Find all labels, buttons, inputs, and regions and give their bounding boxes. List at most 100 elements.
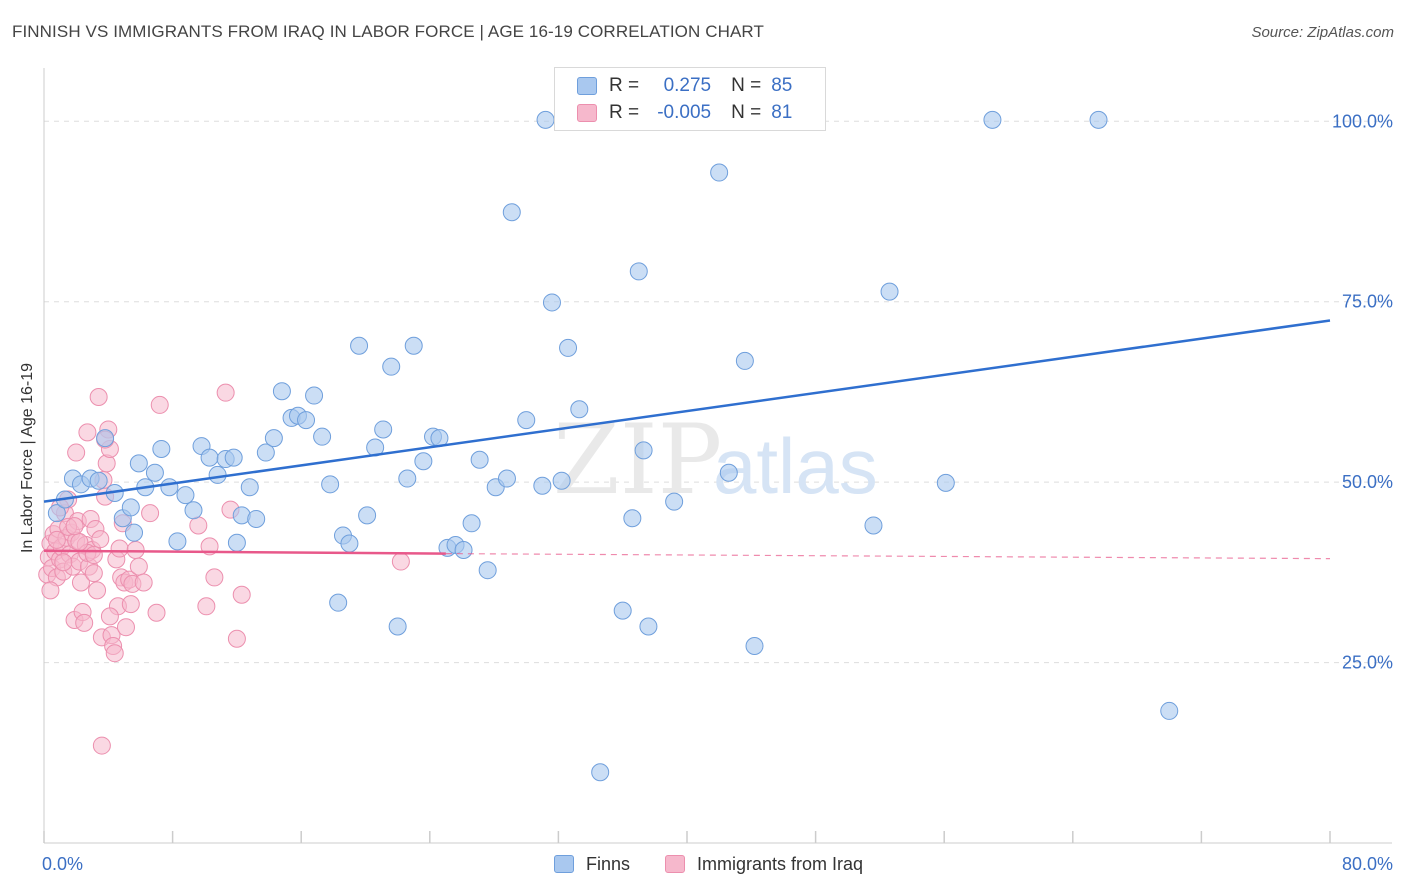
iraq-point xyxy=(141,504,160,523)
iraq-point xyxy=(105,644,124,663)
finns-point xyxy=(208,465,227,484)
finns-point xyxy=(358,506,377,525)
finns-point xyxy=(502,203,521,222)
finns-point xyxy=(517,411,536,430)
iraq-point xyxy=(71,573,90,592)
finns-point xyxy=(536,110,555,129)
x-tick-label: 80.0% xyxy=(1342,854,1393,874)
finns-point xyxy=(227,533,246,552)
finns-point xyxy=(160,478,179,497)
legend-n-label: N = xyxy=(731,75,762,96)
grid-lines xyxy=(44,120,1392,664)
finns-point xyxy=(374,420,393,439)
iraq-point xyxy=(67,443,86,462)
finns-point xyxy=(462,514,481,533)
iraq-point xyxy=(205,568,224,587)
finns-point xyxy=(240,478,259,497)
finns-point xyxy=(176,486,195,505)
bottom-legend-finns-label: Finns xyxy=(586,853,631,874)
finns-point xyxy=(184,501,203,520)
iraq-point xyxy=(126,540,145,559)
finns-point xyxy=(224,448,243,467)
iraq-point xyxy=(189,516,208,535)
finns-points xyxy=(47,110,1179,782)
finns-swatch xyxy=(554,855,574,873)
iraq-point xyxy=(197,597,216,616)
watermark-atlas: atlas xyxy=(713,422,878,510)
finns-point xyxy=(864,516,883,535)
finns-point xyxy=(200,448,219,467)
axes xyxy=(43,68,1392,844)
iraq-swatch xyxy=(577,104,597,122)
finns-point xyxy=(321,475,340,494)
iraq-point xyxy=(41,581,60,600)
chart-title: FINNISH VS IMMIGRANTS FROM IRAQ IN LABOR… xyxy=(12,22,764,41)
iraq-point xyxy=(75,613,94,632)
bottom-legend-iraq: Immigrants from Iraq xyxy=(665,852,863,876)
finns-point xyxy=(388,617,407,636)
finns-point xyxy=(623,509,642,528)
iraq-trend-line-dashed xyxy=(445,552,1331,560)
finns-point xyxy=(404,336,423,355)
iraq-point xyxy=(88,581,107,600)
finns-point xyxy=(145,463,164,482)
finns-point xyxy=(936,473,955,492)
correlation-legend: R = 0.275 N = 85 R = -0.005 N = 81 xyxy=(554,67,826,131)
finns-point xyxy=(398,469,417,488)
finns-trend-line xyxy=(43,319,1331,503)
finns-point xyxy=(983,110,1002,129)
finns-point xyxy=(639,617,658,636)
finns-point xyxy=(533,476,552,495)
finns-point xyxy=(1160,701,1179,720)
finns-point xyxy=(542,293,561,312)
finns-point xyxy=(735,351,754,370)
finns-point xyxy=(559,338,578,357)
finns-point xyxy=(454,540,473,559)
iraq-trend-line xyxy=(43,549,446,555)
y-tick-label: 50.0% xyxy=(1342,472,1393,492)
iraq-swatch xyxy=(665,855,685,873)
iraq-point xyxy=(391,552,410,571)
trend-lines xyxy=(43,319,1331,560)
finns-point xyxy=(634,441,653,460)
finns-point xyxy=(96,429,115,448)
finns-point xyxy=(470,450,489,469)
finns-point xyxy=(350,336,369,355)
finns-point xyxy=(340,534,359,553)
legend-row-iraq: R = -0.005 N = 81 xyxy=(577,100,792,126)
iraq-point xyxy=(147,603,166,622)
finns-swatch xyxy=(577,77,597,95)
iraq-point xyxy=(227,629,246,648)
finns-point xyxy=(152,439,171,458)
bottom-legend-iraq-label: Immigrants from Iraq xyxy=(697,853,864,874)
iraq-point xyxy=(47,530,66,549)
finns-point xyxy=(382,357,401,376)
bottom-legend-finns: Finns xyxy=(554,852,630,876)
finns-point xyxy=(47,504,66,523)
finns-point xyxy=(272,382,291,401)
x-tick-label: 0.0% xyxy=(42,854,83,874)
legend-r-value: -0.005 xyxy=(657,102,712,123)
legend-n-label: N = xyxy=(731,102,762,123)
finns-point xyxy=(305,386,324,405)
finns-point xyxy=(297,411,316,430)
legend-n-value: 81 xyxy=(771,102,793,123)
source-label: Source: ZipAtlas.com xyxy=(1251,24,1394,41)
finns-point xyxy=(478,561,497,580)
iraq-point xyxy=(129,557,148,576)
finns-point xyxy=(121,498,140,517)
tick-labels: 25.0% 50.0% 75.0% 100.0% 0.0% 80.0% xyxy=(42,111,1393,874)
finns-point xyxy=(591,763,610,782)
y-tick-label: 75.0% xyxy=(1342,292,1393,312)
y-tick-label: 100.0% xyxy=(1332,111,1393,131)
watermark-zip: ZIP xyxy=(553,404,722,516)
iraq-point xyxy=(216,383,235,402)
y-tick-label: 25.0% xyxy=(1342,653,1393,673)
iraq-point xyxy=(70,533,89,552)
iraq-point xyxy=(110,539,129,558)
legend-r-label: R = xyxy=(609,75,640,96)
legend-r-value: 0.275 xyxy=(663,75,712,96)
finns-point xyxy=(880,282,899,301)
iraq-point xyxy=(116,618,135,637)
